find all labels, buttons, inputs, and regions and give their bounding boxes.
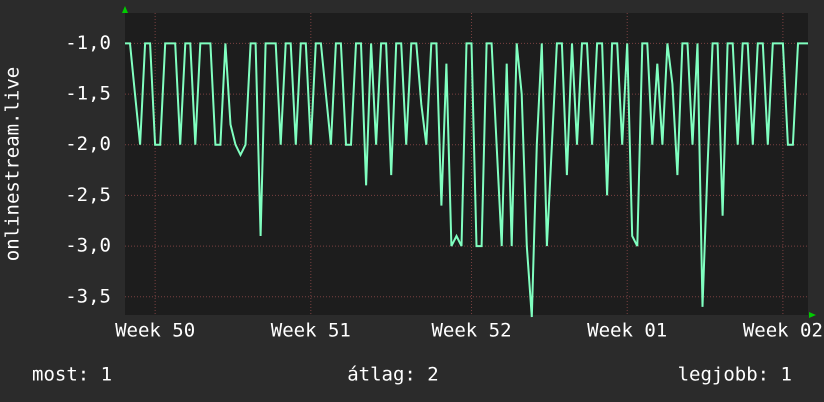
stat-best: legjobb: 1 [678,364,792,386]
marks [125,42,808,318]
grid [125,13,808,315]
stat-average: átlag: 2 [347,364,439,386]
y-tick-label: -3,0 [65,235,111,257]
y-tick-label: -3,5 [65,285,111,307]
y-tick-label: -2,5 [65,184,111,206]
y-tick-label: -1,0 [65,32,111,54]
x-tick-label: Week 02 [743,320,823,342]
y-tick-label: -1,5 [65,83,111,105]
x-tick-label: Week 50 [115,320,195,342]
y-axis-label: onlinestream.live [2,67,24,261]
x-tick-label: Week 52 [431,320,511,342]
axis-arrow [122,6,128,13]
y-tick-label: -2,0 [65,133,111,155]
x-tick-label: Week 51 [271,320,351,342]
axis-arrow [809,312,816,318]
stat-current: most: 1 [32,364,112,386]
line-series [125,42,808,318]
x-tick-label: Week 01 [587,320,667,342]
